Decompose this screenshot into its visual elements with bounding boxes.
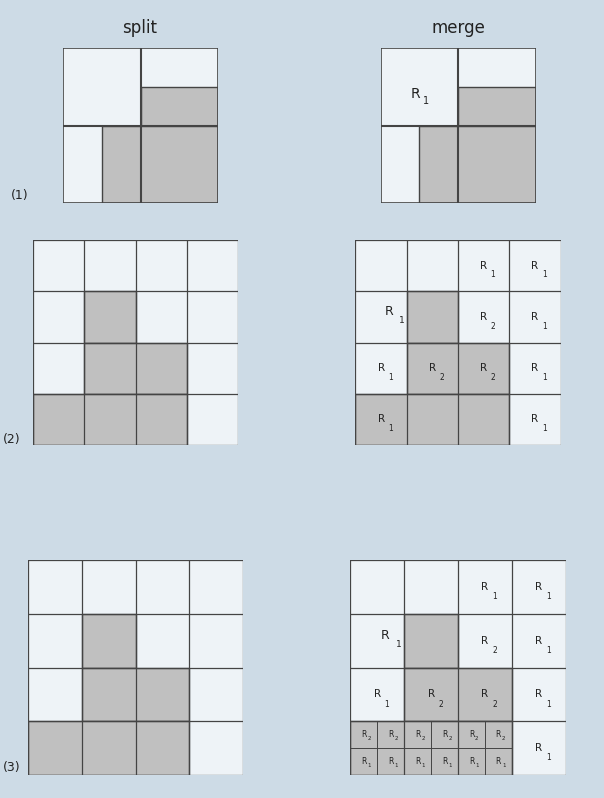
Text: 2: 2: [490, 373, 495, 382]
Text: R: R: [535, 582, 542, 592]
Bar: [82, 667, 189, 721]
Text: 1: 1: [422, 764, 425, 768]
Bar: [33, 393, 187, 445]
Bar: [356, 393, 509, 445]
Text: merge: merge: [431, 19, 485, 37]
Text: 1: 1: [475, 764, 478, 768]
Text: R: R: [429, 363, 436, 373]
Text: R: R: [469, 730, 474, 739]
Text: 1: 1: [396, 641, 402, 650]
Text: 1: 1: [368, 764, 371, 768]
Text: 1: 1: [502, 764, 506, 768]
Text: 2: 2: [394, 736, 398, 741]
Text: R: R: [535, 636, 542, 646]
Text: 2: 2: [492, 646, 497, 655]
Text: 1: 1: [546, 753, 551, 762]
Text: R: R: [384, 306, 393, 318]
Bar: [458, 87, 536, 125]
Text: R: R: [378, 363, 385, 373]
Text: 1: 1: [492, 592, 497, 601]
Text: 1: 1: [542, 322, 547, 330]
Text: R: R: [496, 757, 501, 766]
Text: R: R: [535, 743, 542, 753]
Text: (3): (3): [3, 761, 21, 775]
Text: R: R: [411, 88, 420, 101]
Text: 2: 2: [422, 736, 425, 741]
Bar: [84, 342, 187, 393]
Text: 1: 1: [394, 764, 398, 768]
Bar: [404, 667, 512, 721]
Text: 2: 2: [439, 700, 443, 709]
Text: R: R: [532, 312, 538, 322]
Text: 2: 2: [439, 373, 444, 382]
Text: 2: 2: [368, 736, 371, 741]
Text: R: R: [378, 414, 385, 425]
Text: 2: 2: [490, 322, 495, 330]
Bar: [419, 125, 536, 203]
Bar: [404, 614, 458, 667]
Text: R: R: [388, 730, 393, 739]
Text: 1: 1: [542, 424, 547, 433]
Text: 1: 1: [546, 646, 551, 655]
Text: 2: 2: [475, 736, 478, 741]
Bar: [406, 291, 458, 342]
Text: R: R: [442, 730, 447, 739]
Text: R: R: [480, 261, 487, 271]
Text: R: R: [480, 312, 487, 322]
Text: (1): (1): [11, 189, 29, 203]
Text: split: split: [123, 19, 158, 37]
Text: 1: 1: [388, 424, 393, 433]
Text: 1: 1: [546, 700, 551, 709]
Text: R: R: [361, 757, 367, 766]
Text: R: R: [535, 689, 542, 699]
Text: R: R: [381, 629, 390, 642]
Text: 1: 1: [448, 764, 452, 768]
Text: R: R: [532, 363, 538, 373]
Text: 2: 2: [502, 736, 506, 741]
Text: R: R: [415, 730, 420, 739]
Text: R: R: [532, 261, 538, 271]
Text: (2): (2): [3, 433, 21, 447]
Text: R: R: [480, 363, 487, 373]
Text: 1: 1: [542, 373, 547, 382]
Text: R: R: [442, 757, 447, 766]
Text: R: R: [469, 757, 474, 766]
Text: R: R: [388, 757, 393, 766]
Text: R: R: [532, 414, 538, 425]
Text: R: R: [361, 730, 367, 739]
Bar: [406, 342, 509, 393]
Bar: [141, 87, 218, 125]
Text: R: R: [481, 582, 489, 592]
Bar: [28, 721, 189, 775]
Text: R: R: [496, 730, 501, 739]
Bar: [101, 125, 218, 203]
Text: R: R: [481, 636, 489, 646]
Text: 1: 1: [385, 700, 390, 709]
Text: 1: 1: [423, 97, 429, 106]
Text: R: R: [481, 689, 489, 699]
Text: R: R: [374, 689, 381, 699]
Bar: [82, 614, 135, 667]
Bar: [84, 291, 135, 342]
Text: 2: 2: [448, 736, 452, 741]
Text: R: R: [415, 757, 420, 766]
Text: 1: 1: [490, 271, 495, 279]
Text: 1: 1: [546, 592, 551, 601]
Text: 1: 1: [542, 271, 547, 279]
Text: 1: 1: [399, 317, 405, 326]
Text: 2: 2: [492, 700, 497, 709]
Text: R: R: [428, 689, 435, 699]
Bar: [350, 721, 512, 775]
Text: 1: 1: [388, 373, 393, 382]
